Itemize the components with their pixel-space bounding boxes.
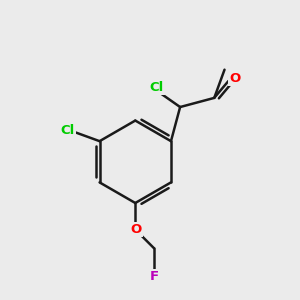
Text: Cl: Cl	[61, 124, 75, 136]
Text: O: O	[130, 223, 142, 236]
Text: F: F	[149, 270, 159, 283]
Text: Cl: Cl	[150, 81, 164, 94]
Text: O: O	[229, 71, 241, 85]
